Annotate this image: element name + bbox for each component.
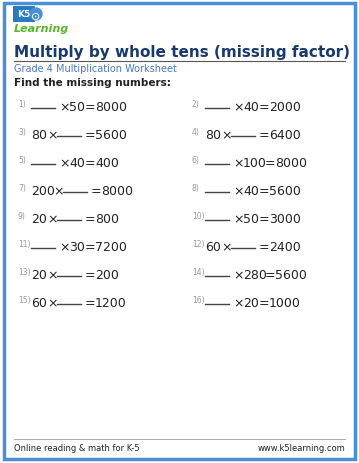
Text: =: = [85,213,95,225]
FancyBboxPatch shape [13,7,35,23]
Text: =: = [259,240,270,253]
Text: 200: 200 [95,269,119,282]
Text: ×: × [233,213,243,225]
Text: 400: 400 [95,156,119,169]
Text: ×: × [233,296,243,309]
Text: ×: × [47,269,57,282]
Text: 3000: 3000 [269,213,301,225]
Text: 50: 50 [69,101,85,114]
Text: 50: 50 [243,213,259,225]
Text: 6): 6) [192,156,200,165]
Text: K5: K5 [17,10,31,19]
Text: ×: × [53,185,64,198]
Text: Online reading & math for K-5: Online reading & math for K-5 [14,443,140,452]
Text: 5600: 5600 [269,185,301,198]
Text: =: = [85,296,95,309]
Text: 8000: 8000 [101,185,133,198]
Text: 30: 30 [69,240,85,253]
Text: 40: 40 [243,185,259,198]
Text: 100: 100 [243,156,267,169]
Text: =: = [85,129,95,142]
Text: 12): 12) [192,239,205,249]
Text: 280: 280 [243,269,267,282]
Text: www.k5learning.com: www.k5learning.com [257,443,345,452]
Text: 2400: 2400 [269,240,301,253]
Text: 10): 10) [192,212,205,220]
Text: ×: × [221,129,232,142]
Text: 16): 16) [192,295,205,304]
Text: 9): 9) [18,212,26,220]
Text: 2): 2) [192,100,200,109]
Text: =: = [91,185,102,198]
Text: ×: × [233,185,243,198]
Text: 60: 60 [205,240,221,253]
Text: 7200: 7200 [95,240,127,253]
Text: 8): 8) [192,184,200,193]
Text: =: = [85,269,95,282]
Text: 1000: 1000 [269,296,301,309]
Text: 7): 7) [18,184,26,193]
Text: Multiply by whole tens (missing factor): Multiply by whole tens (missing factor) [14,45,350,60]
Text: 13): 13) [18,268,31,276]
Text: ×: × [233,269,243,282]
Text: 800: 800 [95,213,119,225]
Text: ×: × [47,296,57,309]
Text: 11): 11) [18,239,31,249]
Text: 5): 5) [18,156,26,165]
Text: 80: 80 [205,129,221,142]
Text: ×: × [47,213,57,225]
Text: =: = [85,101,95,114]
Text: Learning: Learning [14,24,69,34]
Text: ×: × [59,240,70,253]
Text: 40: 40 [69,156,85,169]
Text: =: = [259,213,270,225]
Text: 8000: 8000 [275,156,307,169]
Text: 20: 20 [31,269,47,282]
Text: ×: × [221,240,232,253]
Text: ×: × [47,129,57,142]
Text: =: = [259,101,270,114]
Circle shape [30,9,42,21]
Text: 200: 200 [31,185,55,198]
Text: 5600: 5600 [275,269,307,282]
Text: 15): 15) [18,295,31,304]
Text: =: = [265,156,276,169]
FancyBboxPatch shape [4,4,355,459]
Text: =: = [259,185,270,198]
Text: 20: 20 [31,213,47,225]
Text: =: = [259,129,270,142]
Text: 8000: 8000 [95,101,127,114]
Text: Find the missing numbers:: Find the missing numbers: [14,78,171,88]
Text: =: = [85,156,95,169]
Text: 5600: 5600 [95,129,127,142]
Text: 6400: 6400 [269,129,301,142]
Text: ×: × [233,101,243,114]
Text: 80: 80 [31,129,47,142]
Text: 20: 20 [243,296,259,309]
Text: 60: 60 [31,296,47,309]
Text: 3): 3) [18,128,26,137]
Text: 1): 1) [18,100,26,109]
Text: 14): 14) [192,268,205,276]
Text: =: = [85,240,95,253]
Text: ×: × [59,101,70,114]
Text: ⊙: ⊙ [31,12,41,22]
Text: =: = [265,269,276,282]
Text: 2000: 2000 [269,101,301,114]
Text: 40: 40 [243,101,259,114]
Text: =: = [259,296,270,309]
Text: ×: × [233,156,243,169]
Text: 4): 4) [192,128,200,137]
Text: ×: × [59,156,70,169]
Text: Grade 4 Multiplication Worksheet: Grade 4 Multiplication Worksheet [14,64,177,74]
Text: 1200: 1200 [95,296,127,309]
